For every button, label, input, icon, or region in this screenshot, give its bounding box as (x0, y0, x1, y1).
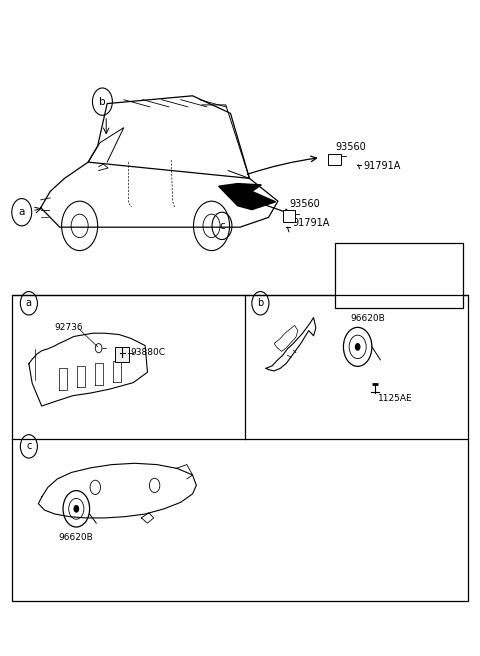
Text: a: a (19, 207, 25, 217)
Text: c: c (26, 441, 32, 451)
Text: 1129AE: 1129AE (361, 272, 396, 281)
Text: 91791A: 91791A (363, 161, 401, 171)
FancyBboxPatch shape (115, 347, 129, 363)
Text: 92736: 92736 (54, 323, 83, 333)
Polygon shape (219, 184, 276, 210)
Text: 93560: 93560 (335, 142, 366, 152)
Text: 1125AE: 1125AE (378, 394, 412, 403)
Text: c: c (219, 221, 225, 231)
Bar (335, 243, 463, 308)
Text: 96620B: 96620B (350, 314, 385, 323)
Text: b: b (99, 96, 106, 107)
Circle shape (73, 505, 79, 513)
Text: 1125AD: 1125AD (361, 254, 397, 263)
Bar (328, 154, 341, 165)
Text: a: a (26, 298, 32, 308)
Text: 96620B: 96620B (59, 533, 94, 542)
Text: 91791A: 91791A (292, 218, 330, 228)
Circle shape (355, 343, 360, 351)
Bar (283, 211, 295, 222)
Text: 93560: 93560 (290, 199, 321, 209)
Bar (12, 295, 468, 601)
Text: 93880C: 93880C (130, 348, 165, 358)
Text: b: b (257, 298, 264, 308)
